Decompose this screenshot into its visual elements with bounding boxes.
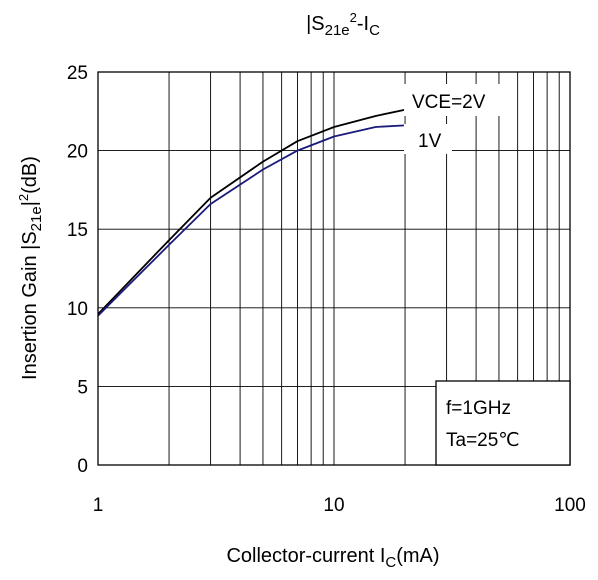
y-tick-label: 15 [67,220,88,241]
conditions-annotation: f=1GHz Ta=25℃ [435,380,571,466]
x-tick-label: 1 [93,495,104,516]
series-layer [97,108,406,317]
svg-text:1V: 1V [418,131,442,152]
x-tick-label: 100 [554,495,586,516]
svg-text:Ta=25℃: Ta=25℃ [446,430,520,451]
x-tick-label: 10 [323,495,344,516]
plot-area-frame [97,71,571,466]
series-line-vce2v [97,108,406,315]
svg-text:VCE=2V: VCE=2V [412,92,486,113]
y-tick-label: 20 [67,142,88,163]
y-axis-label: Insertion Gain |S21e|2(dB) [16,156,45,380]
tick-labels: 0 5 10 15 20 25 1 10 100 [67,63,586,516]
x-axis-label: Collector-current IC(mA) [226,545,439,571]
y-tick-label: 0 [77,456,88,477]
y-tick-label: 10 [67,299,88,320]
y-tick-label: 25 [67,63,88,84]
series-label-1v: 1V [404,124,452,154]
chart-title: |S21e2-IC [306,10,380,39]
y-tick-label: 5 [77,377,88,398]
series-label-vce2v: VCE=2V [404,84,508,116]
svg-text:f=1GHz: f=1GHz [446,398,511,419]
series-line-1v [97,124,406,317]
